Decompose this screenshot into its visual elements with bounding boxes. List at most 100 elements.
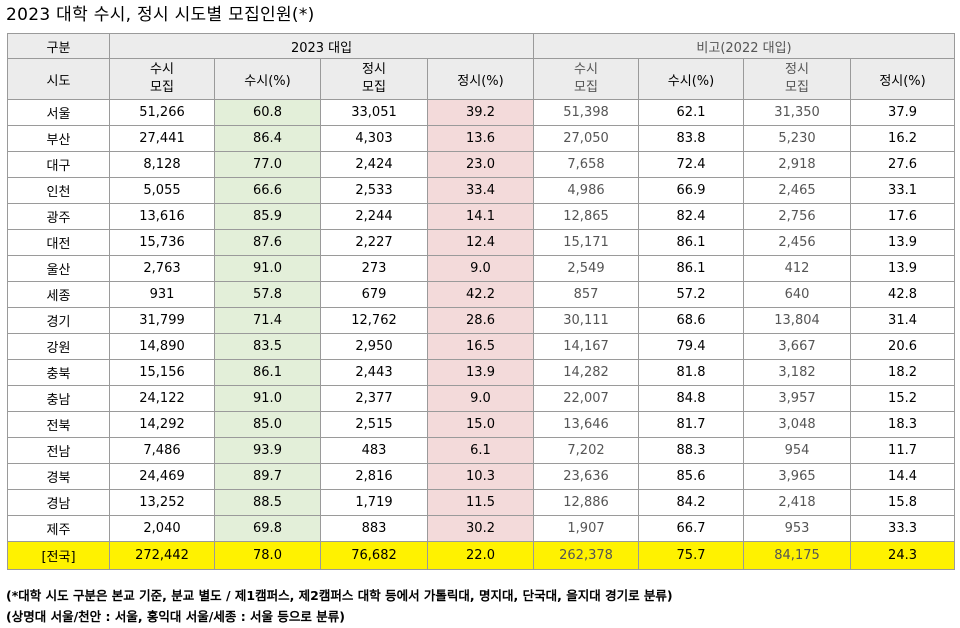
prev-susi-pct-cell: 66.7 — [638, 515, 745, 542]
jungsi-pct-cell: 13.9 — [426, 359, 535, 386]
compare-year-header: 비고(2022 대입) — [533, 33, 956, 59]
susi-pct-cell: 78.0 — [214, 541, 321, 570]
header-row-columns: 시도 수시 모집 수시(%) 정시 모집 정시(%) 수시 모집 수시(%) 정… — [7, 58, 956, 100]
table-row: 광주 13,616 85.9 2,244 14.1 12,865 82.4 2,756 17.6 — [7, 203, 956, 230]
susi-pct-header: 수시(%) — [214, 58, 321, 100]
prev-jungsi-pct-cell: 13.9 — [850, 229, 956, 256]
jungsi-pct-cell: 11.5 — [426, 489, 535, 516]
prev-jungsi-pct-cell: 15.8 — [850, 489, 956, 516]
table-row: 전북 14,292 85.0 2,515 15.0 13,646 81.7 3,048 18.3 — [7, 411, 956, 438]
jungsi-pct-cell: 39.2 — [426, 99, 535, 126]
jungsi-count-cell: 33,051 — [320, 99, 428, 126]
prev-susi-count-cell: 14,167 — [533, 333, 640, 360]
susi-pct-cell: 91.0 — [214, 255, 321, 282]
prev-jungsi-count-cell: 3,965 — [743, 463, 852, 490]
jungsi-count-cell: 76,682 — [320, 541, 428, 570]
jungsi-pct-cell: 42.2 — [426, 281, 535, 308]
prev-jungsi-count-cell: 953 — [743, 515, 852, 542]
prev-susi-pct-cell: 81.7 — [638, 411, 745, 438]
prev-susi-count-cell: 22,007 — [533, 385, 640, 412]
jungsi-pct-cell: 9.0 — [426, 385, 535, 412]
jungsi-count-cell: 273 — [320, 255, 428, 282]
region-cell: 충남 — [7, 385, 110, 412]
table-row: 대전 15,736 87.6 2,227 12.4 15,171 86.1 2,456 13.9 — [7, 229, 956, 256]
table-row: 서울 51,266 60.8 33,051 39.2 51,398 62.1 31,350 37… — [7, 99, 956, 126]
prev-susi-pct-cell: 86.1 — [638, 255, 745, 282]
prev-susi-pct-cell: 86.1 — [638, 229, 745, 256]
susi-pct-cell: 69.8 — [214, 515, 321, 542]
prev-susi-pct-cell: 81.8 — [638, 359, 745, 386]
prev-jungsi-pct-cell: 42.8 — [850, 281, 956, 308]
susi-count-header: 수시 모집 — [109, 58, 215, 100]
jungsi-count-cell: 2,533 — [320, 177, 428, 204]
region-cell: 인천 — [7, 177, 110, 204]
main-year-header: 2023 대입 — [108, 33, 535, 59]
prev-jungsi-pct-cell: 27.6 — [850, 151, 956, 178]
prev-susi-count-cell: 7,202 — [533, 437, 640, 464]
susi-pct-cell: 60.8 — [214, 99, 321, 126]
region-cell: 전북 — [7, 411, 110, 438]
susi-count-cell: 24,469 — [109, 463, 215, 490]
prev-jungsi-count-cell: 5,230 — [743, 125, 852, 152]
prev-jungsi-count-cell: 31,350 — [743, 99, 852, 126]
footnotes: (*대학 시도 구분은 본교 기준, 분교 별도 / 제1캠퍼스, 제2캠퍼스 … — [6, 585, 673, 627]
jungsi-count-cell: 2,816 — [320, 463, 428, 490]
jungsi-pct-cell: 12.4 — [426, 229, 535, 256]
prev-susi-count-cell: 51,398 — [533, 99, 640, 126]
prev-jungsi-pct-cell: 33.3 — [850, 515, 956, 542]
jungsi-count-cell: 1,719 — [320, 489, 428, 516]
prev-jungsi-count-cell: 3,048 — [743, 411, 852, 438]
prev-susi-pct-cell: 72.4 — [638, 151, 745, 178]
prev-susi-pct-cell: 83.8 — [638, 125, 745, 152]
prev-jungsi-header-line1: 정시 — [785, 62, 809, 77]
prev-susi-pct-cell: 75.7 — [638, 541, 745, 570]
susi-count-cell: 27,441 — [109, 125, 215, 152]
jungsi-pct-cell: 6.1 — [426, 437, 535, 464]
susi-count-cell: 14,292 — [109, 411, 215, 438]
prev-jungsi-count-cell: 3,957 — [743, 385, 852, 412]
total-row: [전국] 272,442 78.0 76,682 22.0 262,378 75.7 84,1… — [7, 541, 956, 570]
prev-jungsi-pct-cell: 37.9 — [850, 99, 956, 126]
jungsi-header-line1: 정시 — [362, 62, 386, 77]
table-row: 대구 8,128 77.0 2,424 23.0 7,658 72.4 2,918 27.6 — [7, 151, 956, 178]
footnote-2: (상명대 서울/천안 : 서울, 홍익대 서울/세종 : 서울 등으로 분류) — [6, 609, 345, 624]
region-cell: 울산 — [7, 255, 110, 282]
prev-susi-count-cell: 30,111 — [533, 307, 640, 334]
jungsi-count-cell: 483 — [320, 437, 428, 464]
prev-susi-count-cell: 23,636 — [533, 463, 640, 490]
jungsi-pct-cell: 28.6 — [426, 307, 535, 334]
header-row-top: 구분 2023 대입 비고(2022 대입) — [7, 33, 956, 59]
recruitment-table: 구분 2023 대입 비고(2022 대입) 시도 수시 모집 수시(%) 정시… — [7, 33, 956, 570]
region-cell: 경북 — [7, 463, 110, 490]
susi-count-cell: 931 — [109, 281, 215, 308]
region-cell: 광주 — [7, 203, 110, 230]
jungsi-header-line2: 모집 — [362, 80, 386, 95]
region-cell: 대전 — [7, 229, 110, 256]
table-row: 전남 7,486 93.9 483 6.1 7,202 88.3 954 11.7 — [7, 437, 956, 464]
table-row: 강원 14,890 83.5 2,950 16.5 14,167 79.4 3,667 20.6 — [7, 333, 956, 360]
susi-count-cell: 13,252 — [109, 489, 215, 516]
prev-susi-pct-cell: 82.4 — [638, 203, 745, 230]
jungsi-count-cell: 2,244 — [320, 203, 428, 230]
prev-jungsi-pct-cell: 13.9 — [850, 255, 956, 282]
prev-susi-count-cell: 2,549 — [533, 255, 640, 282]
prev-jungsi-count-cell: 2,465 — [743, 177, 852, 204]
region-cell: 제주 — [7, 515, 110, 542]
jungsi-pct-cell: 22.0 — [426, 541, 535, 570]
region-cell: 서울 — [7, 99, 110, 126]
prev-susi-count-cell: 4,986 — [533, 177, 640, 204]
jungsi-count-cell: 2,515 — [320, 411, 428, 438]
jungsi-count-cell: 2,950 — [320, 333, 428, 360]
prev-jungsi-pct-cell: 16.2 — [850, 125, 956, 152]
page-title: 2023 대학 수시, 정시 시도별 모집인원(*) — [6, 5, 315, 25]
jungsi-count-cell: 2,443 — [320, 359, 428, 386]
prev-jungsi-count-cell: 3,182 — [743, 359, 852, 386]
susi-pct-cell: 66.6 — [214, 177, 321, 204]
table-row: 경기 31,799 71.4 12,762 28.6 30,111 68.6 13,804 31… — [7, 307, 956, 334]
susi-count-cell: 13,616 — [109, 203, 215, 230]
jungsi-pct-cell: 14.1 — [426, 203, 535, 230]
table-row: 제주 2,040 69.8 883 30.2 1,907 66.7 953 33.3 — [7, 515, 956, 542]
prev-jungsi-count-cell: 13,804 — [743, 307, 852, 334]
jungsi-count-cell: 2,424 — [320, 151, 428, 178]
prev-susi-pct-header: 수시(%) — [638, 58, 745, 100]
